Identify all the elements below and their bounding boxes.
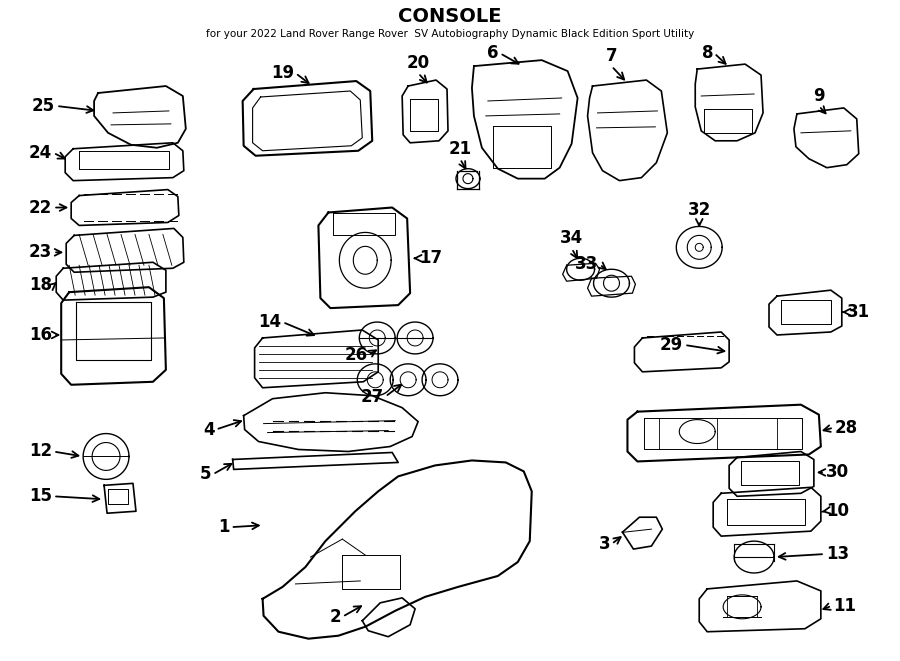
- Text: 27: 27: [361, 388, 384, 406]
- Text: 19: 19: [272, 64, 294, 82]
- Text: 1: 1: [218, 518, 230, 536]
- Text: 26: 26: [344, 346, 367, 364]
- Text: CONSOLE: CONSOLE: [398, 7, 502, 26]
- Text: for your 2022 Land Rover Range Rover  SV Autobiography Dynamic Black Edition Spo: for your 2022 Land Rover Range Rover SV …: [206, 29, 694, 39]
- Text: 17: 17: [419, 249, 442, 267]
- Text: 32: 32: [688, 202, 711, 219]
- Text: 30: 30: [826, 463, 849, 481]
- Text: 13: 13: [826, 545, 849, 563]
- Text: 14: 14: [258, 313, 282, 331]
- Text: 22: 22: [29, 198, 52, 217]
- Text: 34: 34: [560, 229, 583, 247]
- Text: 9: 9: [813, 87, 824, 105]
- Text: 3: 3: [598, 535, 610, 553]
- Text: 6: 6: [487, 44, 499, 62]
- Text: 20: 20: [407, 54, 429, 72]
- Text: 10: 10: [826, 502, 849, 520]
- Text: 11: 11: [832, 597, 856, 615]
- Text: 21: 21: [448, 139, 472, 158]
- Text: 5: 5: [200, 465, 212, 483]
- Text: 15: 15: [29, 487, 52, 505]
- Text: 33: 33: [575, 255, 598, 273]
- Text: 29: 29: [660, 336, 683, 354]
- Text: 31: 31: [847, 303, 870, 321]
- Text: 4: 4: [203, 420, 215, 439]
- Text: 7: 7: [606, 47, 617, 65]
- Text: 28: 28: [835, 418, 858, 436]
- Text: 24: 24: [29, 143, 52, 162]
- Text: 23: 23: [29, 243, 52, 261]
- Text: 25: 25: [32, 97, 55, 115]
- Text: 16: 16: [29, 326, 52, 344]
- Text: 2: 2: [329, 608, 341, 626]
- Text: 18: 18: [29, 276, 52, 294]
- Text: 12: 12: [29, 442, 52, 461]
- Text: 8: 8: [702, 44, 713, 62]
